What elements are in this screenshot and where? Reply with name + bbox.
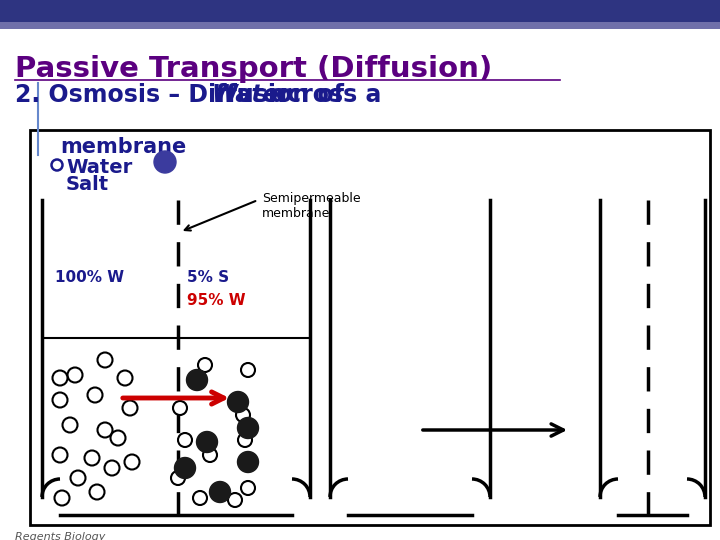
Circle shape (125, 455, 140, 469)
Circle shape (154, 151, 176, 173)
Circle shape (241, 363, 255, 377)
Text: 95% W: 95% W (187, 293, 246, 308)
Circle shape (241, 481, 255, 495)
Bar (0, 0, 720, 22)
Circle shape (210, 482, 230, 503)
Text: membrane: membrane (262, 207, 330, 220)
Circle shape (68, 368, 83, 382)
Circle shape (197, 431, 217, 453)
Circle shape (89, 484, 104, 500)
Text: Passive Transport (Diffusion): Passive Transport (Diffusion) (15, 55, 492, 83)
Text: across a: across a (263, 83, 382, 107)
Bar (0, 22, 720, 29)
Circle shape (63, 417, 78, 433)
Text: 100% W: 100% W (55, 270, 124, 285)
Circle shape (171, 471, 185, 485)
Circle shape (238, 451, 258, 472)
Circle shape (53, 370, 68, 386)
Circle shape (193, 491, 207, 505)
Circle shape (178, 433, 192, 447)
Text: Regents Biology: Regents Biology (15, 532, 105, 540)
Circle shape (110, 430, 125, 445)
Circle shape (97, 353, 112, 368)
Circle shape (236, 408, 250, 422)
Circle shape (53, 393, 68, 408)
Circle shape (53, 448, 68, 462)
Circle shape (228, 493, 242, 507)
Circle shape (55, 490, 70, 505)
Circle shape (198, 358, 212, 372)
Circle shape (71, 470, 86, 485)
Bar (30, 130, 710, 525)
Text: Water: Water (211, 83, 290, 107)
Circle shape (97, 422, 112, 437)
Circle shape (238, 433, 252, 447)
Text: membrane: membrane (60, 137, 186, 157)
Circle shape (228, 392, 248, 413)
Text: Semipermeable: Semipermeable (262, 192, 361, 205)
Circle shape (52, 159, 63, 171)
Circle shape (173, 401, 187, 415)
Circle shape (88, 388, 102, 402)
Text: Water: Water (66, 158, 132, 177)
Text: 5% S: 5% S (187, 270, 229, 285)
Text: 2. Osmosis – Diffusion of: 2. Osmosis – Diffusion of (15, 83, 352, 107)
Circle shape (203, 448, 217, 462)
Circle shape (84, 450, 99, 465)
Circle shape (117, 370, 132, 386)
Circle shape (186, 369, 207, 390)
Text: Salt: Salt (66, 175, 109, 194)
Circle shape (174, 457, 196, 478)
Circle shape (238, 417, 258, 438)
Circle shape (104, 461, 120, 476)
Circle shape (122, 401, 138, 415)
